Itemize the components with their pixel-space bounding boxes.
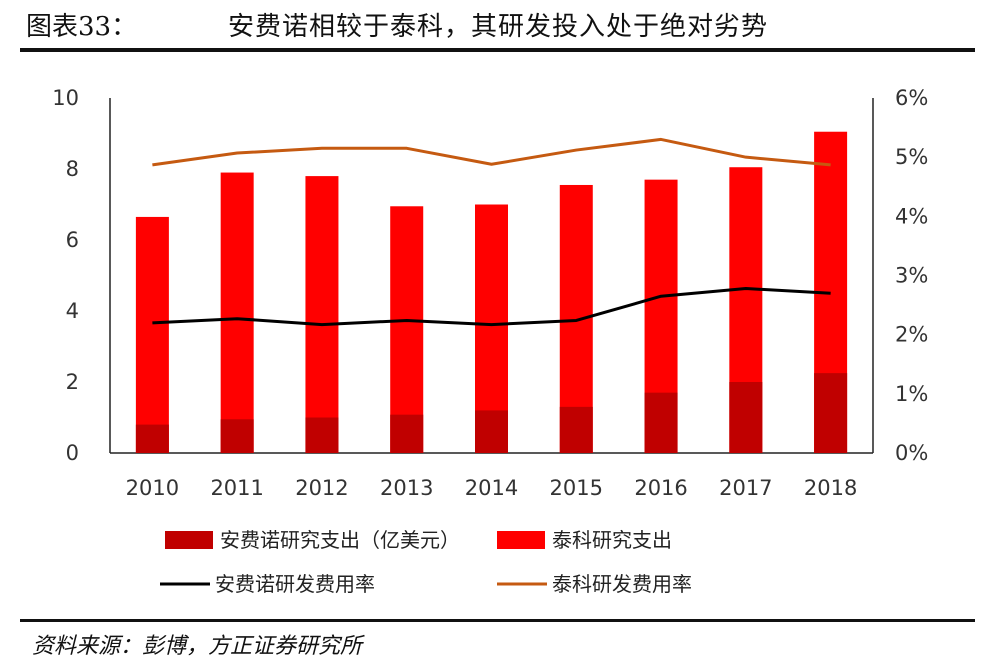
y-right-tick-label: 6% — [895, 86, 928, 110]
y-right-tick-label: 5% — [895, 145, 928, 169]
y-left-tick-label: 10 — [52, 86, 79, 110]
y-right-tick-label: 2% — [895, 323, 928, 347]
x-tick-label: 2015 — [550, 476, 603, 500]
source-note: 资料来源：彭博，方正证券研究所 — [32, 634, 363, 659]
bar-amphenol-2015 — [559, 406, 593, 453]
x-tick-label: 2018 — [804, 476, 857, 500]
bar-amphenol-2012 — [305, 417, 339, 453]
chart-ticks: 0 2 4 6 8 10 0% 1% 2% 3% 4% 5% 6% 2010 2011 2012 2013 201… — [52, 86, 928, 500]
bar-amphenol-2010 — [135, 424, 169, 453]
bar-te-2012 — [305, 176, 339, 453]
y-right-tick-label: 3% — [895, 264, 928, 288]
bar-amphenol-2011 — [220, 419, 254, 453]
top-rule — [20, 48, 975, 52]
y-left-tick-label: 0 — [66, 441, 79, 465]
figure-number: 图表33： — [26, 12, 138, 42]
x-tick-label: 2010 — [126, 476, 179, 500]
line-te-rd-rate — [152, 137, 831, 167]
x-tick-label: 2013 — [380, 476, 433, 500]
line-amphenol-rd-rate — [152, 287, 831, 327]
bar-te-2011 — [220, 172, 254, 454]
bottom-rule — [20, 619, 975, 622]
bar-amphenol-2018 — [814, 373, 848, 453]
bar-te-2010 — [135, 216, 169, 453]
y-right-tick-label: 1% — [895, 382, 928, 406]
legend-label-0: 安费诺研究支出（亿美元） — [220, 528, 460, 552]
chart-title: 安费诺相较于泰科，其研发投入处于绝对劣势 — [228, 12, 769, 42]
y-right-tick-label: 0% — [895, 441, 928, 465]
y-left-tick-label: 2 — [66, 370, 79, 394]
legend-swatch-0 — [165, 531, 213, 549]
x-tick-label: 2016 — [634, 476, 687, 500]
y-left-tick-label: 4 — [66, 299, 79, 323]
chart-header: 图表33： 安费诺相较于泰科，其研发投入处于绝对劣势 — [0, 0, 987, 46]
chart-lines — [152, 137, 831, 327]
x-tick-label: 2011 — [210, 476, 263, 500]
bar-amphenol-2017 — [729, 382, 763, 453]
bar-amphenol-2016 — [644, 392, 678, 453]
bar-amphenol-2013 — [390, 414, 424, 453]
x-tick-label: 2014 — [465, 476, 518, 500]
chart-bars — [135, 131, 848, 454]
legend-label-3: 泰科研发费用率 — [552, 572, 692, 596]
chart-canvas: 0 2 4 6 8 10 0% 1% 2% 3% 4% 5% 6% 2010 2011 2012 2013 201… — [52, 86, 928, 596]
y-right-tick-label: 4% — [895, 204, 928, 228]
bar-amphenol-2014 — [475, 410, 508, 453]
y-left-tick-label: 8 — [66, 157, 79, 181]
legend-label-1: 泰科研究支出 — [552, 528, 672, 552]
x-tick-label: 2017 — [719, 476, 772, 500]
legend-swatch-1 — [497, 531, 545, 549]
legend-label-2: 安费诺研发费用率 — [215, 572, 375, 596]
bar-te-2013 — [390, 206, 424, 453]
y-left-tick-label: 6 — [66, 228, 79, 252]
x-tick-label: 2012 — [295, 476, 348, 500]
